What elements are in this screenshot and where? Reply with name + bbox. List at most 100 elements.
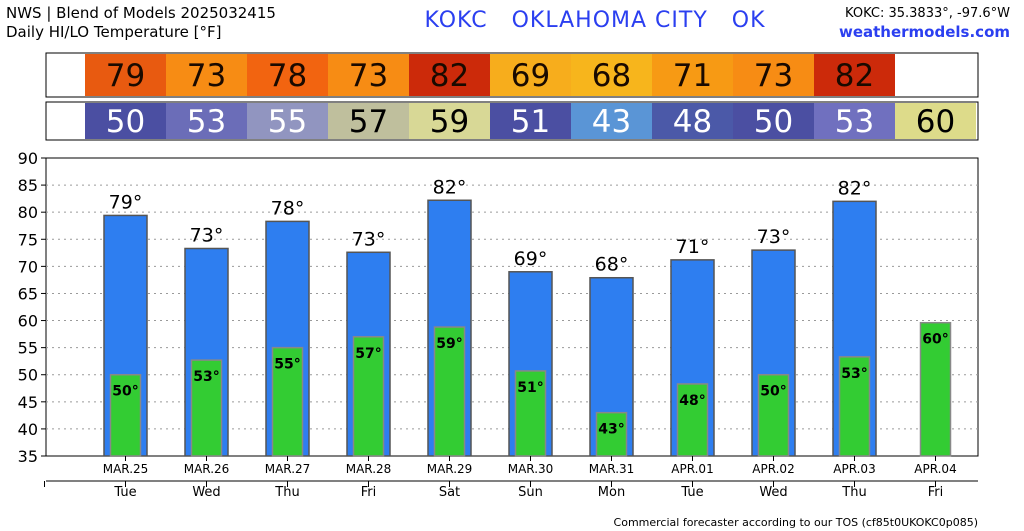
hi-data-label: 73° <box>190 224 224 246</box>
hi-strip-label: 73 <box>187 58 226 94</box>
hi-strip-label: 73 <box>754 58 793 94</box>
lo-data-label: 50° <box>760 384 786 400</box>
lo-bar <box>433 326 466 457</box>
lo-strip-cell <box>328 103 409 139</box>
x-day-label: Fri <box>361 485 377 500</box>
lo-strip-cell <box>247 103 328 139</box>
x-day-label: Fri <box>928 485 944 500</box>
hi-strip-cell <box>409 54 490 96</box>
hi-strip-cell <box>571 54 652 96</box>
lo-strip-cell <box>85 103 166 139</box>
site-link[interactable]: weathermodels.com <box>838 23 1010 41</box>
hi-strip-cell <box>652 54 733 96</box>
lo-data-label: 53° <box>193 369 219 385</box>
x-tick-label: MAR.29 <box>427 462 473 476</box>
y-tick-label: 50 <box>18 366 38 385</box>
y-tick-label: 55 <box>18 339 38 358</box>
lo-data-label: 59° <box>436 336 462 352</box>
lo-strip-label: 60 <box>916 104 955 140</box>
lo-data-label: 43° <box>598 422 624 438</box>
lo-strip-cell <box>409 103 490 139</box>
y-tick-label: 70 <box>18 257 38 276</box>
hi-data-label: 82° <box>838 177 872 199</box>
hi-strip-label: 71 <box>673 58 712 94</box>
variable-title: Daily HI/LO Temperature [°F] <box>6 23 222 41</box>
x-day-label: Tue <box>113 485 136 500</box>
hi-strip-cell <box>166 54 247 96</box>
hi-strip-label: 73 <box>349 58 388 94</box>
x-tick-label: APR.01 <box>671 462 713 476</box>
x-day-label: Thu <box>274 485 299 500</box>
y-tick-label: 60 <box>18 312 38 331</box>
hi-strip-label: 68 <box>592 58 631 94</box>
header-right: KOKC: 35.3833°, -97.6°W weathermodels.co… <box>839 4 1010 42</box>
lo-strip-label: 53 <box>187 104 226 140</box>
lo-strip-label: 50 <box>754 104 793 140</box>
lo-data-label: 60° <box>922 332 948 348</box>
x-day-label: Sat <box>439 485 460 500</box>
x-day-label: Mon <box>598 485 625 500</box>
hi-strip-cell <box>85 54 166 96</box>
station-title: KOKC OKLAHOMA CITY OK <box>424 8 766 33</box>
hi-strip-label: 82 <box>430 58 469 94</box>
hi-data-label: 73° <box>757 226 791 248</box>
lo-bar <box>352 336 385 457</box>
lo-bar <box>190 359 223 457</box>
lo-strip-cell <box>814 103 895 139</box>
y-tick-label: 90 <box>18 149 38 168</box>
lo-strip-cell <box>652 103 733 139</box>
lo-strip-cell <box>895 103 976 139</box>
x-tick-label: MAR.27 <box>265 462 311 476</box>
lo-strip-label: 53 <box>835 104 874 140</box>
x-tick-label: MAR.31 <box>589 462 635 476</box>
station-coordinates: KOKC: 35.3833°, -97.6°W <box>845 6 1010 21</box>
lo-data-label: 48° <box>679 393 705 409</box>
x-day-label: Tue <box>680 485 703 500</box>
lo-bar <box>514 370 547 457</box>
lo-data-label: 57° <box>355 346 381 362</box>
lo-strip-cell <box>490 103 571 139</box>
hi-strip-label: 79 <box>106 58 145 94</box>
y-tick-label: 40 <box>18 420 38 439</box>
model-run-title: NWS | Blend of Models 2025032415 <box>6 4 276 22</box>
lo-data-label: 51° <box>517 380 543 396</box>
hi-strip-cell <box>814 54 895 96</box>
lo-strip-label: 51 <box>511 104 550 140</box>
hi-strip-label: 78 <box>268 58 307 94</box>
lo-strip-label: 55 <box>268 104 307 140</box>
hi-strip-cell <box>247 54 328 96</box>
lo-bar <box>271 346 304 457</box>
lo-strip-cell <box>571 103 652 139</box>
lo-strip-label: 50 <box>106 104 145 140</box>
y-tick-label: 65 <box>18 284 38 303</box>
lo-bar <box>676 383 709 457</box>
hi-data-label: 71° <box>676 236 710 258</box>
x-tick-label: APR.03 <box>833 462 875 476</box>
hi-strip-cell <box>733 54 814 96</box>
hi-data-label: 79° <box>109 191 143 213</box>
hi-data-label: 68° <box>595 254 629 276</box>
lo-strip-label: 59 <box>430 104 469 140</box>
hi-data-label: 73° <box>352 228 386 250</box>
hi-strip-label: 82 <box>835 58 874 94</box>
hi-strip-cell <box>328 54 409 96</box>
lo-strip-label: 48 <box>673 104 712 140</box>
lo-bar <box>757 373 790 457</box>
header-left: NWS | Blend of Models 2025032415 Daily H… <box>6 4 276 42</box>
y-tick-label: 35 <box>18 447 38 466</box>
x-day-label: Wed <box>192 485 220 500</box>
lo-strip-label: 43 <box>592 104 631 140</box>
x-tick-label: MAR.30 <box>508 462 554 476</box>
x-tick-label: APR.04 <box>914 462 956 476</box>
x-tick-label: MAR.25 <box>103 462 149 476</box>
x-day-label: Thu <box>841 485 866 500</box>
x-tick-label: MAR.26 <box>184 462 230 476</box>
hi-data-label: 78° <box>271 197 305 219</box>
x-tick-label: MAR.28 <box>346 462 392 476</box>
hi-data-label: 82° <box>433 176 467 198</box>
lo-bar <box>919 321 952 457</box>
x-day-label: Wed <box>759 485 787 500</box>
lo-data-label: 50° <box>112 384 138 400</box>
x-tick-label: APR.02 <box>752 462 794 476</box>
